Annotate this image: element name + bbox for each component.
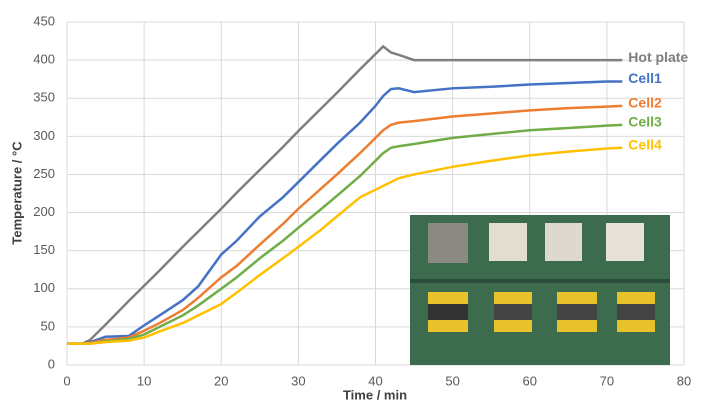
y-tick-label: 50 [41,318,55,333]
sample-band [428,304,468,320]
sample-photo [410,215,670,365]
photo-divider [410,279,670,283]
sample [428,223,468,263]
y-tick-label: 200 [33,204,55,219]
y-tick-label: 350 [33,90,55,105]
series-label: Cell4 [628,136,662,152]
y-tick-label: 250 [33,166,55,181]
y-tick-label: 150 [33,242,55,257]
series-line [67,80,623,345]
y-tick-label: 300 [33,128,55,143]
x-tick-label: 50 [445,373,459,388]
series-line [67,146,623,345]
series-line [67,123,623,345]
series-label: Cell2 [628,95,662,111]
series-label: Hot plate [628,49,688,65]
series-line [67,44,623,345]
series-label: Cell1 [628,70,662,86]
y-tick-label: 400 [33,52,55,67]
series-line [67,104,623,345]
x-tick-label: 70 [600,373,614,388]
x-tick-label: 10 [137,373,151,388]
sample-band [494,304,532,320]
sample [489,223,527,261]
x-tick-label: 80 [677,373,691,388]
x-tick-label: 0 [63,373,70,388]
x-tick-label: 20 [214,373,228,388]
sample-band [617,304,655,320]
sample-band [557,304,597,320]
x-axis-title: Time / min [343,387,407,402]
x-tick-label: 30 [291,373,305,388]
y-tick-label: 0 [48,356,55,371]
sample [606,223,644,261]
sample [545,223,582,261]
series-label: Cell3 [628,114,662,130]
y-tick-label: 450 [33,13,55,28]
x-tick-label: 60 [523,373,537,388]
y-tick-label: 100 [33,280,55,295]
y-axis-title: Temperature / °C [9,141,24,245]
x-tick-label: 40 [368,373,382,388]
